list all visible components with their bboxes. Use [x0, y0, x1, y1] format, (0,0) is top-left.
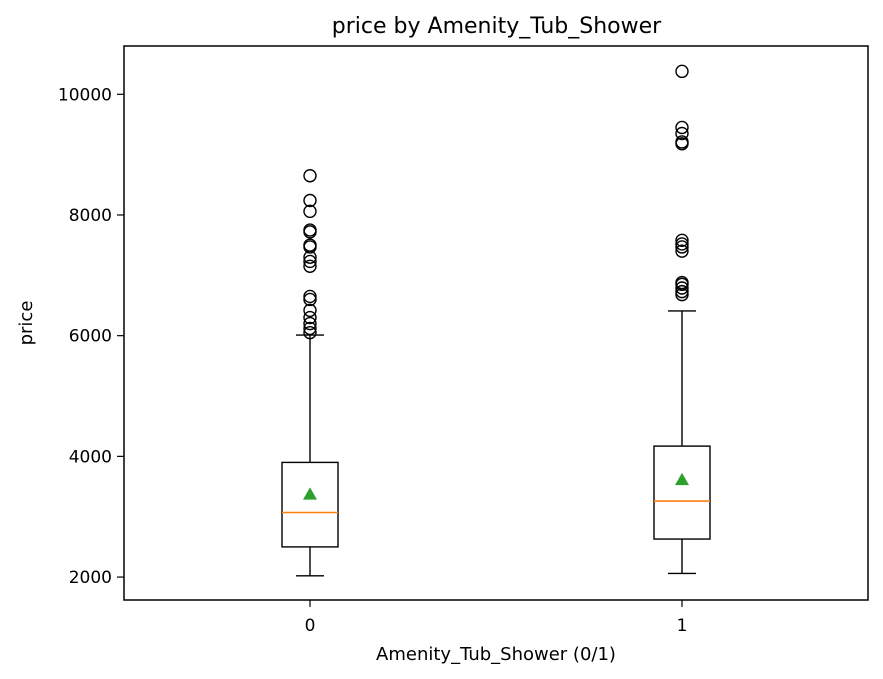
outlier-point: [675, 64, 689, 79]
outlier-point: [303, 292, 317, 307]
y-tick-label: 2000: [69, 568, 112, 588]
outlier-point: [675, 126, 689, 141]
outlier-point: [303, 321, 317, 336]
outlier-point: [675, 233, 689, 248]
outlier-point: [675, 135, 689, 149]
outlier-point: [303, 303, 317, 318]
outlier-point: [303, 289, 317, 304]
x-tick-label: 1: [677, 616, 688, 636]
outlier-point: [675, 120, 689, 135]
outlier-point: [303, 169, 317, 183]
outlier-point: [303, 193, 317, 208]
outlier-point: [303, 316, 317, 331]
iqr-box: [281, 461, 339, 548]
outlier-point: [303, 223, 317, 237]
mean-marker: [675, 472, 689, 486]
outlier-point: [675, 275, 689, 290]
outlier-point: [303, 254, 317, 269]
outlier-point: [675, 244, 689, 258]
outlier-point: [303, 238, 317, 252]
chart-title: price by Amenity_Tub_Shower: [332, 14, 662, 39]
outlier-point: [675, 237, 689, 251]
y-axis-label: price: [16, 301, 37, 346]
y-tick-label: 8000: [69, 206, 112, 226]
outlier-point: [303, 325, 317, 340]
outlier-point: [675, 240, 689, 254]
x-tick-label: 0: [305, 616, 316, 636]
y-tick-label: 10000: [58, 85, 112, 105]
outlier-point: [675, 284, 689, 299]
y-tick-label: 6000: [69, 327, 112, 347]
plot-area: 2000 4000 6000 8000 10000 0 1: [58, 64, 711, 636]
mean-marker: [303, 487, 317, 500]
axes-frame: [123, 45, 869, 601]
outlier-point: [303, 259, 317, 273]
y-tick-label: 4000: [69, 447, 112, 467]
outlier-point: [303, 310, 317, 325]
x-axis-label: Amenity_Tub_Shower (0/1): [376, 644, 616, 665]
outlier-point: [303, 204, 317, 219]
outlier-point: [675, 281, 689, 295]
iqr-box: [653, 445, 711, 540]
